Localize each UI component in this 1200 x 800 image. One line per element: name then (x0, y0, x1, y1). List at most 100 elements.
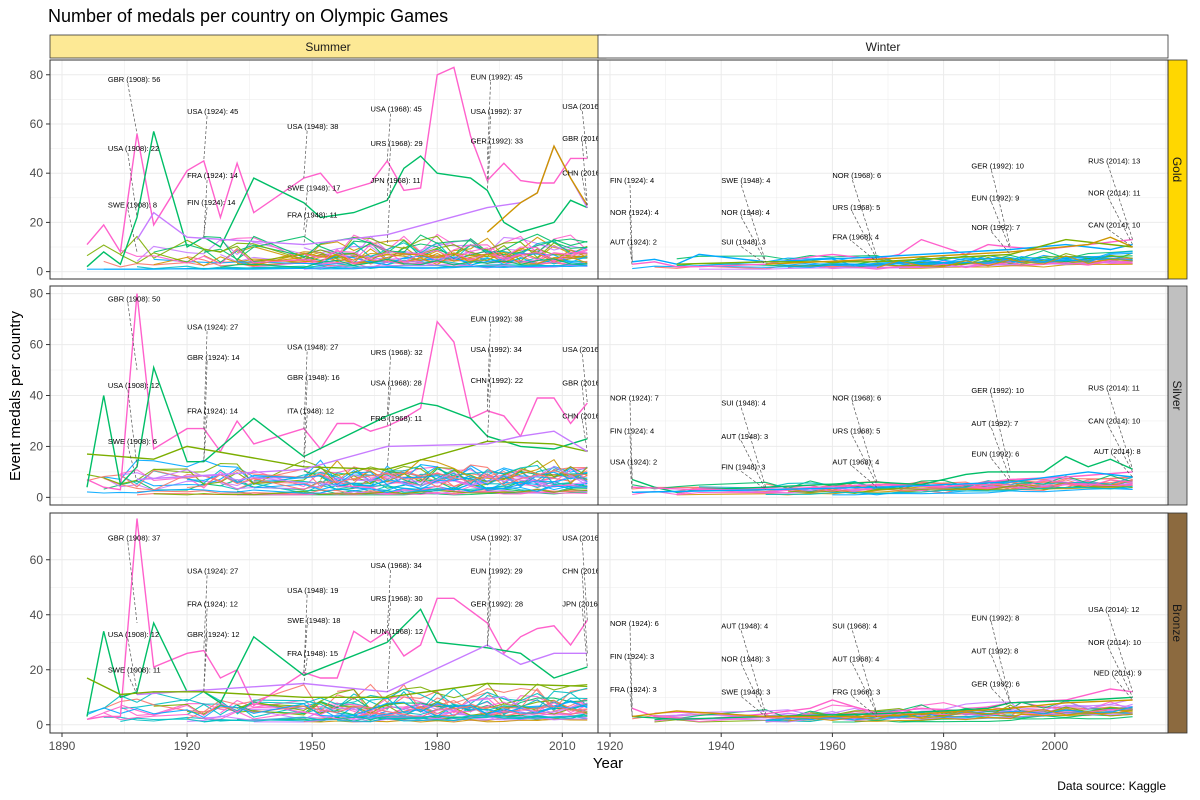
strip-bronze: Bronze (1166, 512, 1188, 734)
top-country-series-line (86, 364, 588, 488)
data-label: RUS (2014): 13 (1088, 156, 1140, 165)
y-tick-label: 20 (30, 439, 44, 453)
label-leader-line (740, 246, 766, 265)
data-label: FIN (1924): 4 (610, 176, 654, 185)
data-label: USA (1924): 27 (187, 322, 238, 331)
label-leader-line (203, 180, 208, 238)
label-leader-line (203, 638, 208, 692)
top-country-series-line (765, 236, 1133, 265)
country-series-line (303, 263, 588, 270)
x-tick-label: 1950 (299, 739, 326, 753)
top-country-series-line (632, 243, 1133, 265)
label-leader-line (203, 331, 208, 429)
label-leader-line (991, 655, 1011, 703)
data-label: AUT (1968): 4 (832, 457, 879, 466)
label-leader-line (581, 111, 588, 159)
country-series-line (220, 258, 588, 269)
label-leader-line (386, 635, 391, 692)
label-leader-line (581, 387, 588, 439)
y-tick-label: 0 (36, 490, 43, 504)
label-leader-line (852, 696, 878, 717)
label-leader-line (203, 361, 208, 462)
label-leader-line (991, 688, 1011, 709)
data-label: CHN (2016): 26 (562, 169, 615, 178)
country-series-line (120, 714, 588, 723)
country-series-line (86, 700, 588, 719)
country-series-line (86, 485, 588, 494)
label-leader-line (486, 116, 491, 181)
country-series-line (854, 259, 1133, 270)
label-leader-line (629, 435, 633, 488)
data-label: URS (1968): 30 (371, 594, 423, 603)
y-tick-label: 40 (30, 608, 44, 622)
data-label: FRA (1924): 12 (187, 600, 238, 609)
data-label: FIN (1948): 3 (721, 462, 765, 471)
country-series-line (353, 482, 588, 493)
data-label: FRA (1924): 14 (187, 171, 238, 180)
label-leader-line (486, 323, 491, 401)
label-leader-line (852, 663, 878, 714)
label-leader-line (581, 420, 588, 452)
label-leader-line (1107, 613, 1133, 692)
panel-summer-bronze: GBR (1908): 37 USA (1908): 12 SWE (1908): … (30, 512, 615, 753)
x-tick-label: 1890 (49, 739, 76, 753)
label-leader-line (581, 177, 588, 208)
label-leader-line (1107, 197, 1133, 245)
label-leader-line (127, 152, 138, 218)
data-label: SWE (1908): 11 (108, 666, 161, 675)
country-series-line (654, 703, 1133, 721)
label-leader-line (991, 202, 1011, 250)
x-tick-label: 1920 (597, 739, 624, 753)
panel-winter-bronze: NOR (1924): 6 FIN (1924): 3 FRA (1924): 3 A… (597, 512, 1169, 753)
label-leader-line (629, 466, 633, 493)
country-series-line (676, 251, 1133, 267)
label-leader-line (127, 389, 138, 467)
label-leader-line (386, 387, 391, 427)
data-label: NOR (1992): 7 (971, 223, 1020, 232)
strip-summer: Summer (49, 34, 607, 59)
label-leader-line (740, 471, 766, 491)
data-label: NOR (2014): 10 (1088, 638, 1141, 647)
panel-background (598, 513, 1168, 733)
data-label: USA (1924): 27 (187, 567, 238, 576)
data-label: USA (2016): 37 (562, 345, 613, 354)
data-label: SWE (1908): 8 (108, 201, 157, 210)
label-leader-line (486, 608, 491, 648)
label-leader-line (486, 542, 491, 624)
country-series-line (120, 690, 588, 715)
data-label: FRA (1924): 3 (610, 685, 657, 694)
x-tick-label: 1960 (819, 739, 846, 753)
country-series-line (336, 243, 588, 262)
data-label: USA (1992): 37 (471, 534, 522, 543)
country-series-line (186, 705, 588, 720)
data-label: NOR (1968): 6 (832, 171, 881, 180)
data-label: HUN (1968): 12 (371, 627, 424, 636)
data-label: GBR (1908): 50 (108, 294, 161, 303)
label-leader-line (1107, 646, 1133, 698)
country-series-line (136, 464, 588, 488)
label-leader-line (386, 113, 391, 161)
label-leader-line (991, 458, 1011, 483)
data-label: USA (1908): 12 (108, 630, 159, 639)
label-leader-line (740, 407, 767, 488)
country-series-line (120, 247, 588, 265)
label-leader-line (581, 542, 588, 621)
data-label: USA (1924): 2 (610, 457, 657, 466)
data-label: SWE (1948): 18 (287, 616, 340, 625)
y-tick-label: 0 (36, 265, 43, 279)
country-series-line (187, 470, 588, 491)
data-label: GER (1992): 33 (471, 137, 524, 146)
panel-background (50, 513, 606, 733)
data-label: FIN (1924): 4 (610, 427, 654, 436)
y-tick-label: 80 (30, 68, 44, 82)
y-tick-label: 20 (30, 663, 44, 677)
label-leader-line (386, 422, 391, 470)
data-label: SUI (1948): 3 (721, 238, 766, 247)
data-label: URS (1968): 29 (371, 139, 423, 148)
y-axis-label: Event medals per country (7, 310, 24, 481)
label-leader-line (991, 622, 1011, 703)
top-country-series-line (86, 131, 588, 268)
data-label: GBR (2016): 23 (562, 378, 615, 387)
y-tick-label: 80 (30, 287, 44, 301)
data-label: USA (1948): 38 (287, 122, 338, 131)
